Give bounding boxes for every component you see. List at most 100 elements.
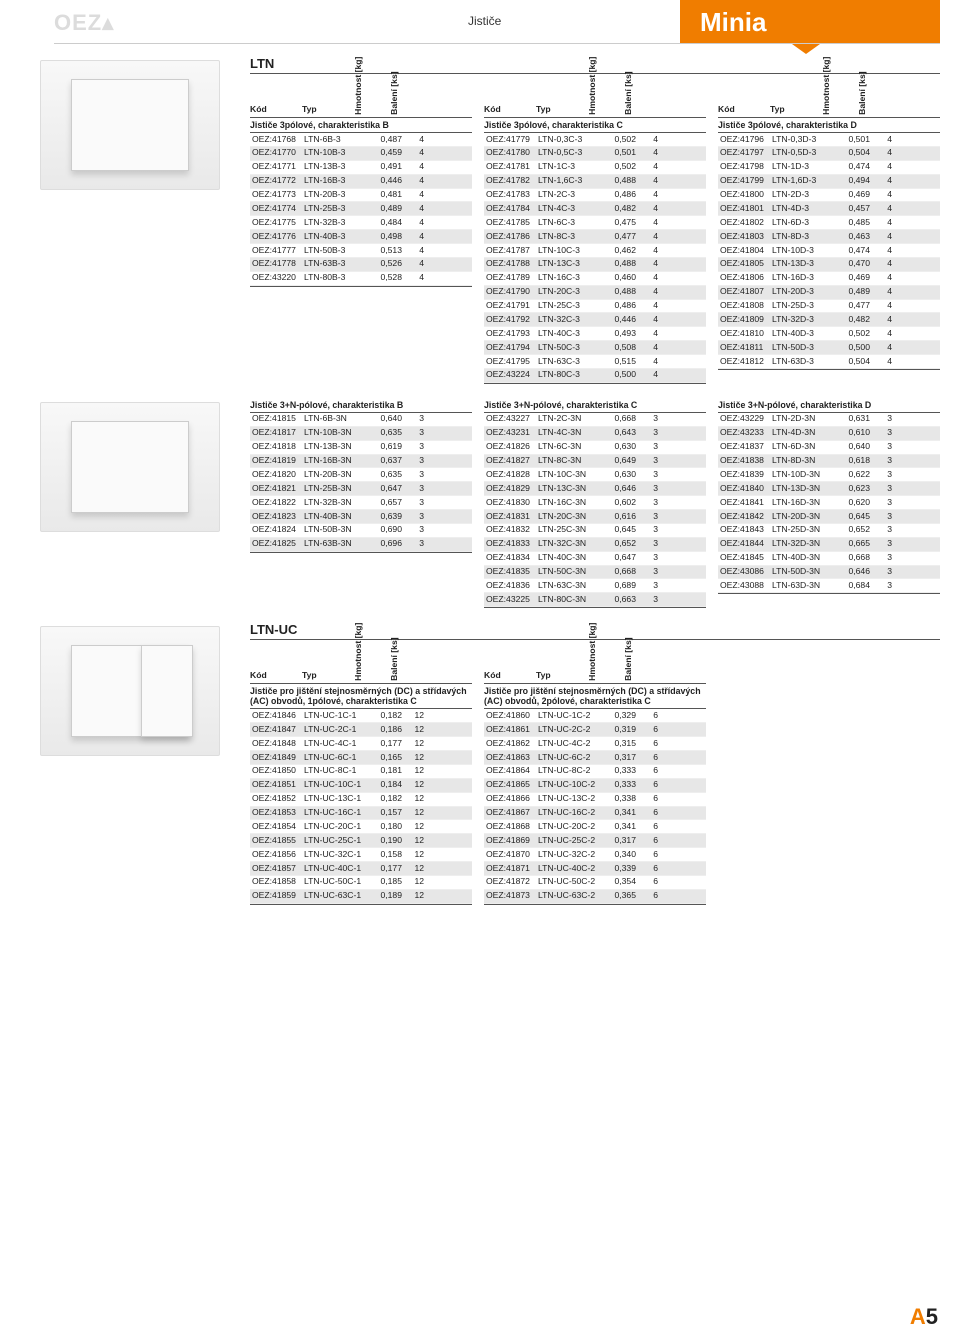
product-image-3n-pole [40,402,220,532]
table-row: OEZ:41819LTN-16B-3N0,6373 [250,455,472,469]
table-row: OEZ:41809LTN-32D-30,4824 [718,313,940,327]
table-row: OEZ:41803LTN-8D-30,4634 [718,230,940,244]
table-row: OEZ:41787LTN-10C-30,4624 [484,244,706,258]
table-row: OEZ:41771LTN-13B-30,4914 [250,161,472,175]
table-ltn-d: Kód Typ Hmotnost [kg] Balení [ks] Jistič… [718,78,940,384]
subheader-3nb: Jističe 3+N-pólové, charakteristika B [250,398,472,413]
subheader-uc2: Jističe pro jištění stejnosměrných (DC) … [484,684,706,709]
table-row: OEZ:41867LTN-UC-16C-20,3416 [484,807,706,821]
table-ltn-3nb: Jističe 3+N-pólové, charakteristika B OE… [250,398,472,608]
table-row: OEZ:41782LTN-1,6C-30,4884 [484,175,706,189]
table-row: OEZ:43227LTN-2C-3N0,6683 [484,413,706,427]
subheader-c: Jističe 3pólové, charakteristika C [484,118,706,133]
subheader-uc1: Jističe pro jištění stejnosměrných (DC) … [250,684,472,709]
subheader-d: Jističe 3pólové, charakteristika D [718,118,940,133]
table-row: OEZ:41841LTN-16D-3N0,6203 [718,496,940,510]
table-row: OEZ:41804LTN-10D-30,4744 [718,244,940,258]
table-row: OEZ:41773LTN-20B-30,4814 [250,189,472,203]
table-row: OEZ:41840LTN-13D-3N0,6233 [718,482,940,496]
tab-notch-icon [792,44,820,54]
table-row: OEZ:41853LTN-UC-16C-10,15712 [250,807,472,821]
table-row: OEZ:41833LTN-32C-3N0,6523 [484,538,706,552]
table-row: OEZ:43220LTN-80B-30,5284 [250,272,472,286]
table-row: OEZ:41855LTN-UC-25C-10,19012 [250,834,472,848]
brand-logo: OEZ▴ [54,10,114,36]
table-ltn-3nd: Jističe 3+N-pólové, charakteristika D OE… [718,398,940,608]
table-row: OEZ:41844LTN-32D-3N0,6653 [718,538,940,552]
subheader-b: Jističe 3pólové, charakteristika B [250,118,472,133]
table-row: OEZ:41818LTN-13B-3N0,6193 [250,441,472,455]
table-row: OEZ:43088LTN-63D-3N0,6843 [718,579,940,593]
table-row: OEZ:41801LTN-4D-30,4574 [718,202,940,216]
table-row: OEZ:41824LTN-50B-3N0,6903 [250,524,472,538]
table-ltn-c: Kód Typ Hmotnost [kg] Balení [ks] Jistič… [484,78,706,384]
table-row: OEZ:43225LTN-80C-3N0,6633 [484,593,706,607]
table-row: OEZ:41789LTN-16C-30,4604 [484,272,706,286]
table-row: OEZ:43224LTN-80C-30,5004 [484,369,706,383]
table-row: OEZ:41848LTN-UC-4C-10,17712 [250,737,472,751]
table-row: OEZ:41849LTN-UC-6C-10,16512 [250,751,472,765]
table-row: OEZ:41798LTN-1D-30,4744 [718,161,940,175]
table-row: OEZ:41786LTN-8C-30,4774 [484,230,706,244]
table-row: OEZ:41806LTN-16D-30,4694 [718,272,940,286]
table-row: OEZ:41838LTN-8D-3N0,6183 [718,455,940,469]
product-image-3pole [40,60,220,190]
table-row: OEZ:41829LTN-13C-3N0,6463 [484,482,706,496]
table-row: OEZ:41847LTN-UC-2C-10,18612 [250,723,472,737]
table-row: OEZ:41802LTN-6D-30,4854 [718,216,940,230]
table-row: OEZ:41845LTN-40D-3N0,6683 [718,552,940,566]
table-row: OEZ:43229LTN-2D-3N0,6313 [718,413,940,427]
table-row: OEZ:41860LTN-UC-1C-20,3296 [484,709,706,723]
table-row: OEZ:41832LTN-25C-3N0,6453 [484,524,706,538]
page-category: Jističe [468,14,501,28]
table-row: OEZ:41817LTN-10B-3N0,6353 [250,427,472,441]
table-row: OEZ:41790LTN-20C-30,4884 [484,286,706,300]
table-row: OEZ:41820LTN-20B-3N0,6353 [250,468,472,482]
table-row: OEZ:41825LTN-63B-3N0,6963 [250,538,472,552]
table-row: OEZ:41856LTN-UC-32C-10,15812 [250,848,472,862]
table-row: OEZ:41772LTN-16B-30,4464 [250,175,472,189]
table-row: OEZ:41822LTN-32B-3N0,6573 [250,496,472,510]
table-row: OEZ:41807LTN-20D-30,4894 [718,286,940,300]
table-row: OEZ:41854LTN-UC-20C-10,18012 [250,820,472,834]
table-row: OEZ:41815LTN-6B-3N0,6403 [250,413,472,427]
table-row: OEZ:41851LTN-UC-10C-10,18412 [250,779,472,793]
table-row: OEZ:41780LTN-0,5C-30,5014 [484,147,706,161]
table-row: OEZ:41859LTN-UC-63C-10,18912 [250,890,472,904]
subheader-3nd: Jističe 3+N-pólové, charakteristika D [718,398,940,413]
table-row: OEZ:41779LTN-0,3C-30,5024 [484,133,706,147]
col-kod: Kód [250,105,302,115]
table-row: OEZ:41836LTN-63C-3N0,6893 [484,579,706,593]
table-row: OEZ:41872LTN-UC-50C-20,3546 [484,876,706,890]
table-row: OEZ:41827LTN-8C-3N0,6493 [484,455,706,469]
table-row: OEZ:41810LTN-40D-30,5024 [718,327,940,341]
table-row: OEZ:41864LTN-UC-8C-20,3336 [484,765,706,779]
table-row: OEZ:41792LTN-32C-30,4464 [484,313,706,327]
page-number: A5 [910,1304,938,1330]
table-row: OEZ:41791LTN-25C-30,4864 [484,300,706,314]
table-row: OEZ:41799LTN-1,6D-30,4944 [718,175,940,189]
table-row: OEZ:41788LTN-13C-30,4884 [484,258,706,272]
series-tab: Minia [680,0,940,44]
table-row: OEZ:41858LTN-UC-50C-10,18512 [250,876,472,890]
table-row: OEZ:41831LTN-20C-3N0,6163 [484,510,706,524]
table-row: OEZ:41795LTN-63C-30,5154 [484,355,706,369]
table-row: OEZ:41861LTN-UC-2C-20,3196 [484,723,706,737]
table-row: OEZ:41869LTN-UC-25C-20,3176 [484,834,706,848]
top-bar: OEZ▴ Jističe Minia [0,0,960,44]
table-row: OEZ:41828LTN-10C-3N0,6303 [484,468,706,482]
col-baleni: Balení [ks] [390,72,400,115]
table-row: OEZ:41871LTN-UC-40C-20,3396 [484,862,706,876]
col-hmotnost: Hmotnost [kg] [354,57,364,115]
table-row: OEZ:41777LTN-50B-30,5134 [250,244,472,258]
table-row: OEZ:41835LTN-50C-3N0,6683 [484,566,706,580]
table-row: OEZ:41811LTN-50D-30,5004 [718,341,940,355]
table-row: OEZ:41775LTN-32B-30,4844 [250,216,472,230]
table-row: OEZ:41839LTN-10D-3N0,6223 [718,468,940,482]
table-row: OEZ:41850LTN-UC-8C-10,18112 [250,765,472,779]
table-row: OEZ:41778LTN-63B-30,5264 [250,258,472,272]
table-row: OEZ:41863LTN-UC-6C-20,3176 [484,751,706,765]
table-row: OEZ:41842LTN-20D-3N0,6453 [718,510,940,524]
table-row: OEZ:41808LTN-25D-30,4774 [718,300,940,314]
table-row: OEZ:41843LTN-25D-3N0,6523 [718,524,940,538]
